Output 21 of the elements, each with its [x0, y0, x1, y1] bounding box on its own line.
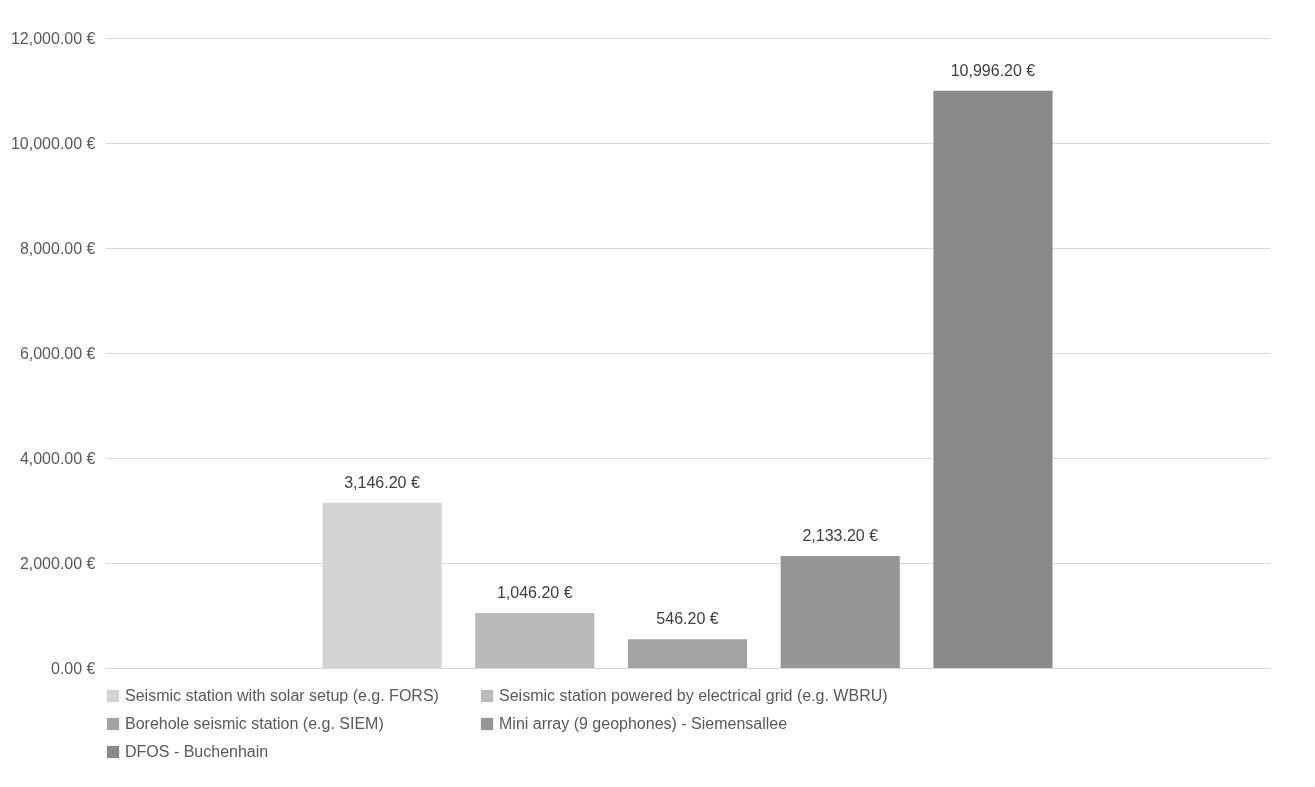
legend-label: Seismic station powered by electrical grid (e.g. WBRU)	[499, 687, 888, 704]
y-tick-label: 6,000.00 €	[19, 344, 96, 362]
legend-label: Mini array (9 geophones) - Siemensallee	[499, 715, 788, 732]
legend-label: Borehole seismic station (e.g. SIEM)	[125, 715, 384, 732]
legend-label: DFOS - Buchenhain	[125, 743, 269, 760]
text: 3,146.20 €	[344, 473, 420, 491]
bar	[780, 556, 900, 668]
bar	[475, 613, 595, 668]
text: 1,046.20 €	[496, 584, 573, 602]
y-tick-label: 4,000.00 €	[19, 449, 96, 467]
y-tick-label: 2,000.00 €	[19, 554, 96, 572]
y-tick-label: 12,000.00 €	[10, 29, 96, 47]
y-tick-label: 10,000.00 €	[10, 134, 96, 152]
text: 10,996.20 €	[950, 61, 1036, 79]
legend-label: Seismic station with solar setup (e.g. FORS)	[125, 687, 439, 704]
text: 546.20 €	[656, 610, 719, 628]
y-tick-label: 0.00 €	[51, 659, 96, 677]
bar	[627, 639, 748, 668]
text: 2,133.20 €	[802, 527, 879, 545]
y-tick-label: 8,000.00 €	[19, 239, 96, 257]
bar	[933, 90, 1053, 668]
